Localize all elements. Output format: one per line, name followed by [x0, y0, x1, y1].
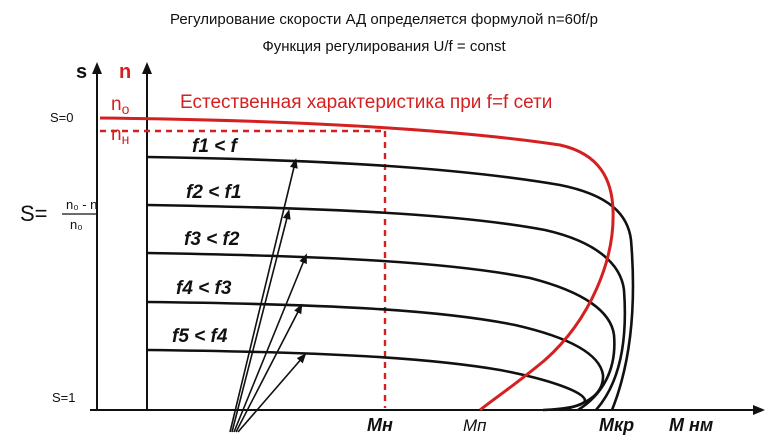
header-formula-text: Регулирование скорости АД определяется ф… — [170, 11, 598, 28]
curve-f3 — [146, 251, 616, 412]
slip-formula-prefix: S= — [20, 201, 48, 226]
n-axis-label: n — [119, 61, 131, 83]
s-axis-label: s — [76, 61, 87, 83]
natural-curve-label: Естественная характеристика при f=f сети — [180, 92, 552, 113]
s0-label: S=0 — [50, 110, 74, 125]
label-f3: f3 < f2 — [184, 229, 240, 250]
s-axis-arrow-icon — [92, 62, 102, 74]
label-f4: f4 < f3 — [176, 278, 232, 299]
label-f2: f2 < f1 — [186, 182, 241, 203]
nn-label: nн — [111, 124, 129, 147]
s1-label: S=1 — [52, 390, 76, 405]
torque-axis-label: М нм — [669, 415, 713, 435]
mp-label: Мп — [463, 416, 487, 435]
arrow-to-f2 — [231, 209, 291, 433]
curve-f4 — [146, 300, 605, 412]
arrow-to-f1 — [229, 158, 298, 433]
mkr-label: Мкр — [599, 415, 634, 435]
curve-f1 — [146, 155, 635, 411]
rated-guides — [100, 129, 387, 408]
n-axis-arrow-icon — [142, 62, 152, 74]
axes — [90, 62, 765, 415]
label-f5: f5 < f4 — [172, 326, 228, 347]
arrow-to-f4 — [235, 303, 303, 433]
arrow-to-f3 — [233, 253, 307, 433]
curve-f2 — [146, 203, 627, 411]
slip-formula: S= n₀ - n n₀ — [20, 197, 97, 232]
pointer-arrows — [229, 158, 307, 433]
torque-axis-arrow-icon — [753, 405, 765, 415]
mn-label: Мн — [367, 415, 393, 435]
label-f1: f1 < f — [192, 136, 239, 157]
header-function-text: Функция регулирования U/f = const — [262, 38, 506, 55]
slip-formula-denominator: n₀ — [70, 217, 83, 232]
n0-label: no — [111, 94, 130, 117]
natural-characteristic-curve — [99, 116, 615, 412]
arrow-to-f5 — [237, 353, 307, 433]
slip-formula-numerator: n₀ - n — [66, 197, 97, 212]
